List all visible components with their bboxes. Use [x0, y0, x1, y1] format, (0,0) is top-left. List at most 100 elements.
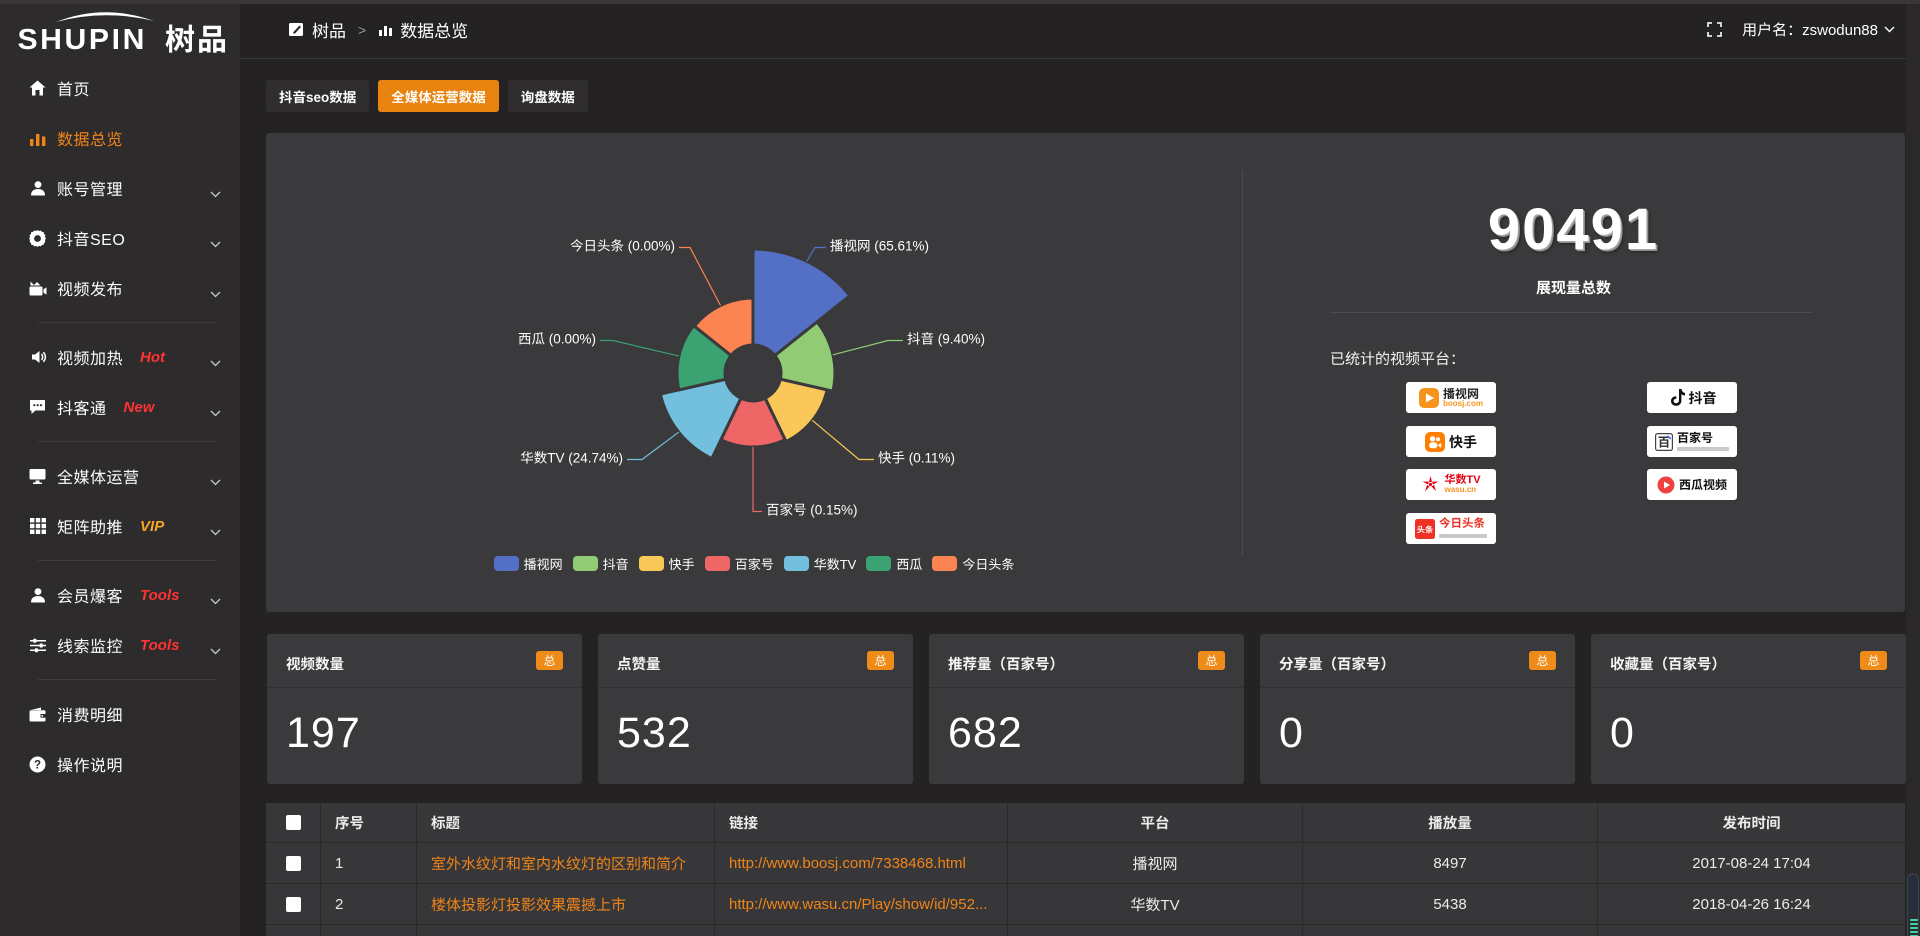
- bar-chart-icon: [378, 22, 393, 37]
- legend-item-抖音[interactable]: 抖音: [572, 554, 629, 573]
- edit-square-icon: [288, 21, 305, 38]
- stat-card-2: 点赞量 总 532: [598, 634, 913, 784]
- svg-text:百: 百: [1658, 431, 1671, 450]
- svg-text:SHUPIN: SHUPIN: [17, 24, 147, 56]
- row-checkbox[interactable]: [285, 855, 301, 871]
- legend-item-播视网[interactable]: 播视网: [493, 554, 563, 573]
- sidebar-item-6[interactable]: 视频加热 Hot: [0, 332, 240, 382]
- legend-swatch: [572, 556, 598, 571]
- sidebar-item-9[interactable]: 矩阵助推 VIP: [0, 501, 240, 551]
- rose-slice-华数TV[interactable]: [658, 377, 743, 461]
- menu-divider: [38, 560, 217, 561]
- breadcrumb-root[interactable]: 树品: [312, 22, 346, 41]
- menu-label: 数据总览: [57, 132, 124, 149]
- legend-label: 西瓜: [896, 557, 923, 572]
- sidebar-item-8[interactable]: 全媒体运营: [0, 451, 240, 501]
- breadcrumb: 树品 > 数据总览: [288, 0, 468, 59]
- video-title-link[interactable]: 楼体投影灯投影效果震撼上市: [431, 896, 627, 914]
- legend-item-快手[interactable]: 快手: [638, 554, 695, 573]
- chevron-down-icon: [210, 404, 221, 422]
- total-impressions-label: 展现量总数: [1535, 280, 1611, 297]
- rose-slice-抖音[interactable]: [773, 320, 837, 393]
- total-impressions-value: 90491: [1487, 197, 1660, 262]
- slice-label: 华数TV (24.74%): [520, 451, 623, 466]
- cell-time: 2017-08-24 17:04: [1692, 854, 1811, 872]
- legend-item-百家号[interactable]: 百家号: [704, 554, 774, 573]
- rose-slice-播视网[interactable]: [751, 247, 852, 357]
- chevron-down-icon: [210, 235, 221, 253]
- select-all-checkbox[interactable]: [285, 815, 301, 830]
- menu-label: 账号管理: [57, 182, 124, 199]
- stat-card-4: 分享量（百家号） 总 0: [1260, 634, 1575, 784]
- rose-slice-快手[interactable]: [763, 377, 829, 443]
- total-badge: 总: [1198, 651, 1225, 670]
- video-title-link[interactable]: 室外水纹灯和室内水纹灯的区别和简介: [431, 855, 687, 873]
- stat-card-5: 收藏量（百家号） 总 0: [1591, 634, 1906, 784]
- fullscreen-icon[interactable]: [1707, 22, 1723, 37]
- sidebar-menu: 首页数据总览账号管理抖音SEO 视频发布视频加热 Hot 抖客通 New 全媒体运营矩阵助…: [0, 63, 240, 789]
- legend-item-华数TV[interactable]: 华数TV: [783, 554, 856, 573]
- user-dropdown[interactable]: 用户名：zswodun88: [1742, 19, 1895, 40]
- wasu-logo-icon: [1422, 476, 1439, 492]
- chevron-down-icon: [1884, 26, 1895, 33]
- video-icon: [29, 280, 46, 297]
- xigua-logo-icon: [1657, 476, 1675, 493]
- legend-swatch: [704, 556, 730, 571]
- chip-sublabel: wasu.cn: [1444, 485, 1477, 494]
- sidebar-item-7[interactable]: 抖客通 New: [0, 382, 240, 432]
- legend-item-今日头条[interactable]: 今日头条: [932, 554, 1014, 573]
- help-icon: ?: [29, 756, 46, 773]
- label-leader-line: [600, 339, 680, 357]
- stat-card-header: [1260, 634, 1575, 688]
- table-row: 2 楼体投影灯投影效果震撼上市 http://www.wasu.cn/Play/…: [266, 884, 1905, 925]
- col-header-plays: 播放量: [1303, 803, 1598, 842]
- rose-slice-今日头条[interactable]: [692, 296, 755, 357]
- table-header-row: 序号 标题 链接 平台 播放量 发布时间: [266, 803, 1905, 843]
- stat-card-header: [598, 634, 913, 688]
- chevron-down-icon: [210, 473, 221, 491]
- sidebar-item-1[interactable]: 首页: [0, 63, 240, 113]
- label-leader-line: [832, 339, 903, 356]
- menu-label: 全媒体运营: [57, 470, 140, 487]
- user-icon: [29, 180, 46, 197]
- legend-label: 今日头条: [962, 557, 1015, 572]
- app-logo[interactable]: SHUPIN 树品: [17, 8, 232, 60]
- sliders-icon: [29, 637, 46, 654]
- sidebar: SHUPIN 树品 首页数据总览账号管理抖音SEO 视频发布视频加热 Hot 抖客通 N…: [0, 0, 240, 936]
- chevron-down-icon: [210, 523, 221, 541]
- total-badge: 总: [536, 651, 563, 670]
- video-url-link[interactable]: http://www.wasu.cn/Play/show/id/952...: [729, 895, 988, 913]
- row-checkbox[interactable]: [285, 896, 301, 912]
- sidebar-item-4[interactable]: 抖音SEO: [0, 213, 240, 263]
- scrollbar-track[interactable]: [1906, 0, 1920, 936]
- menu-divider: [38, 679, 217, 680]
- scrollbar-thumb[interactable]: [1907, 873, 1919, 936]
- sidebar-item-3[interactable]: 账号管理: [0, 163, 240, 213]
- sidebar-item-5[interactable]: 视频发布: [0, 263, 240, 313]
- platform-chip-kuaishou: 快手: [1406, 426, 1496, 457]
- tab-douyin-seo[interactable]: 抖音seo数据: [266, 80, 370, 112]
- sidebar-item-12[interactable]: 消费明细: [0, 689, 240, 739]
- sidebar-item-11[interactable]: 线索监控 Tools: [0, 620, 240, 670]
- legend-swatch: [638, 556, 664, 571]
- tab-omnimedia[interactable]: 全媒体运营数据: [378, 80, 499, 112]
- sidebar-item-13[interactable]: ? 操作说明: [0, 739, 240, 789]
- legend-item-西瓜[interactable]: 西瓜: [866, 554, 922, 573]
- video-url-link[interactable]: http://www.boosj.com/7338468.html: [729, 854, 966, 872]
- tab-inquiry[interactable]: 询盘数据: [507, 80, 588, 112]
- total-badge: 总: [1529, 651, 1556, 670]
- monitor-icon: [29, 468, 46, 485]
- toutiao-logo-icon: 头条: [1415, 518, 1435, 539]
- breadcrumb-current[interactable]: 数据总览: [400, 22, 469, 41]
- menu-badge: Tools: [140, 586, 180, 604]
- legend-label: 百家号: [734, 557, 774, 572]
- scroll-marker: [1910, 919, 1918, 921]
- username-label: 用户名：zswodun88: [1742, 22, 1878, 39]
- member-icon: [29, 587, 46, 604]
- total-badge: 总: [1860, 651, 1887, 670]
- sidebar-item-2[interactable]: 数据总览: [0, 113, 240, 163]
- sidebar-item-10[interactable]: 会员爆客 Tools: [0, 570, 240, 620]
- chip-label: 西瓜视频: [1678, 478, 1727, 492]
- stat-card-value: 682: [948, 709, 1023, 757]
- menu-label: 抖音SEO: [57, 232, 126, 249]
